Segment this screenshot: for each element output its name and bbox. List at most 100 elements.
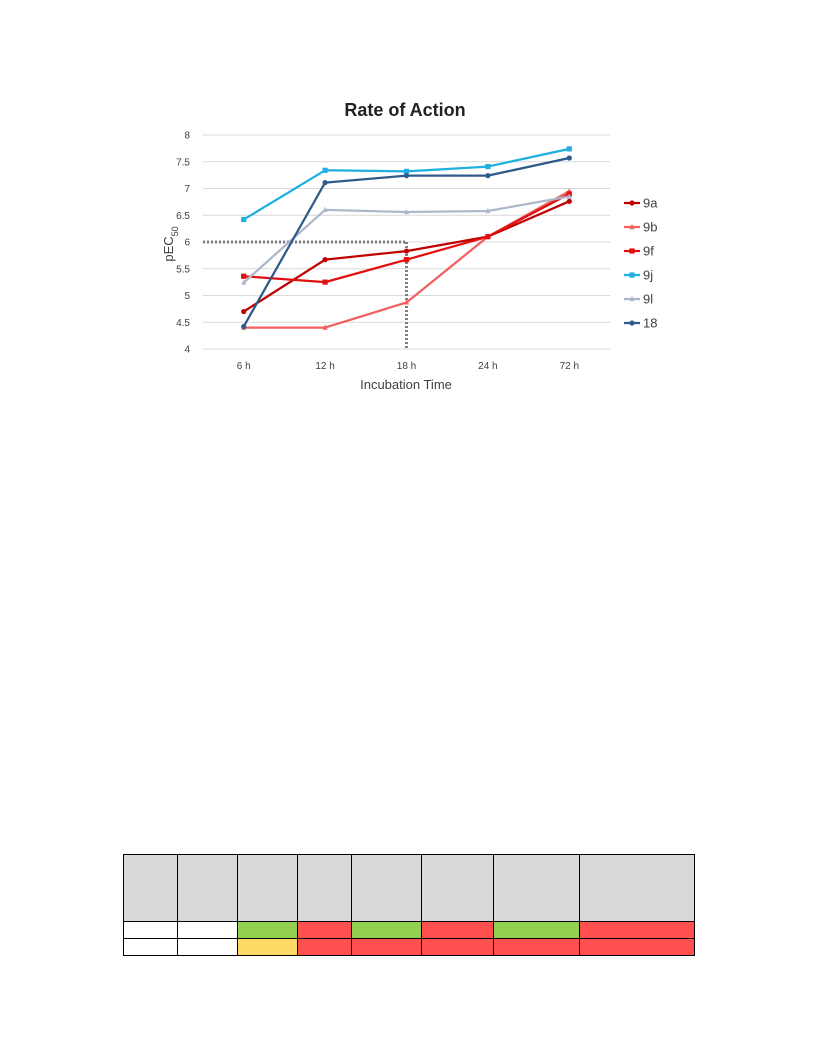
series-9a [241, 198, 572, 315]
data-point [403, 173, 410, 179]
x-axis-ticks: 6 h 12 h 18 h 24 h 72 h [237, 361, 579, 372]
data-point [485, 207, 491, 214]
status-cell-red [421, 921, 494, 939]
x-tick-label: 24 h [478, 361, 497, 372]
status-cell-green [237, 921, 298, 939]
x-tick-label: 12 h [315, 361, 334, 372]
series-9j [241, 146, 572, 223]
y-tick-label: 4 [184, 345, 190, 356]
legend-label: 9a [643, 196, 658, 211]
header-cell [351, 854, 422, 922]
status-cell-green [493, 921, 580, 939]
header-cell [493, 854, 580, 922]
data-point [566, 198, 572, 204]
table-row [123, 938, 695, 956]
data-point [322, 180, 328, 186]
legend-label: 9l [643, 292, 653, 307]
series-9l [241, 193, 572, 285]
data-point [322, 167, 328, 173]
x-tick-label: 6 h [237, 361, 251, 372]
status-cell-white [123, 921, 178, 939]
series-layer [241, 146, 572, 330]
data-point [322, 324, 328, 330]
legend-item: 9j [624, 268, 653, 283]
legend-item: 9b [624, 220, 657, 235]
legend: 9a 9b 9f 9j 9l 18 [624, 196, 658, 331]
data-point [629, 223, 635, 230]
y-axis-title-subscript: 50 [170, 226, 180, 236]
y-tick-label: 5 [184, 291, 190, 302]
status-cell-yellow [237, 938, 298, 956]
legend-item: 9f [624, 244, 654, 259]
data-point [403, 208, 410, 215]
status-cell-green [351, 921, 422, 939]
legend-label: 9j [643, 268, 653, 283]
status-cell-red [351, 938, 422, 956]
legend-label: 9b [643, 220, 657, 235]
status-cell-white [177, 921, 238, 939]
legend-label: 18 [643, 316, 657, 331]
status-cell-white [123, 938, 178, 956]
y-tick-label: 7 [184, 184, 190, 195]
status-cell-red [297, 921, 352, 939]
data-point [322, 257, 328, 263]
data-point [403, 248, 410, 254]
data-point [241, 323, 247, 330]
data-point [403, 168, 410, 174]
x-tick-label: 72 h [560, 361, 579, 372]
data-point [241, 273, 247, 279]
data-point [241, 216, 247, 223]
data-point [485, 234, 491, 240]
legend-item: 9l [624, 292, 653, 307]
data-point [241, 279, 247, 285]
data-point [629, 248, 635, 254]
status-cell-red [493, 938, 580, 956]
data-point [322, 279, 328, 285]
data-point [566, 146, 572, 152]
legend-item: 9a [624, 196, 658, 211]
legend-item: 18 [624, 316, 657, 331]
header-cell [123, 854, 178, 922]
data-point [566, 155, 572, 161]
data-point [566, 193, 572, 199]
status-table-body [123, 854, 695, 956]
data-point [241, 308, 247, 315]
x-tick-label: 18 h [397, 361, 416, 372]
data-point [629, 200, 635, 206]
status-cell-red [579, 921, 695, 939]
y-axis-ticks: 4 4.5 5 5.5 6 6.5 7 7.5 8 [176, 131, 190, 356]
header-cell [297, 854, 352, 922]
data-point [322, 206, 328, 212]
y-tick-label: 6.5 [176, 211, 190, 222]
header-cell [177, 854, 238, 922]
series-18 [241, 155, 572, 330]
y-tick-label: 5.5 [176, 264, 190, 275]
data-point [403, 299, 410, 305]
y-tick-label: 6 [184, 238, 190, 249]
table-header-row [123, 854, 695, 922]
status-table [123, 854, 695, 956]
x-axis-title: Incubation Time [360, 377, 452, 392]
table-row [123, 921, 695, 939]
legend-label: 9f [643, 244, 654, 259]
data-point [403, 257, 410, 263]
status-cell-red [297, 938, 352, 956]
y-tick-label: 7.5 [176, 157, 190, 168]
y-axis-title-main: pEC [161, 236, 176, 261]
data-point [485, 173, 491, 179]
y-tick-label: 4.5 [176, 318, 190, 329]
status-cell-white [177, 938, 238, 956]
rate-of-action-chart: Rate of Action 4 4.5 5 5.5 6 6.5 7 7.5 8 6 h 12 h… [161, 100, 658, 392]
header-cell [421, 854, 494, 922]
data-point [629, 320, 635, 326]
chart-title: Rate of Action [344, 100, 465, 120]
status-cell-red [421, 938, 494, 956]
data-point [629, 295, 635, 302]
header-cell [579, 854, 695, 922]
y-tick-label: 8 [184, 131, 190, 142]
data-point [485, 163, 491, 170]
series-line [243, 147, 570, 221]
data-point [629, 272, 635, 278]
header-cell [237, 854, 298, 922]
y-axis-title: pEC50 [161, 226, 180, 261]
